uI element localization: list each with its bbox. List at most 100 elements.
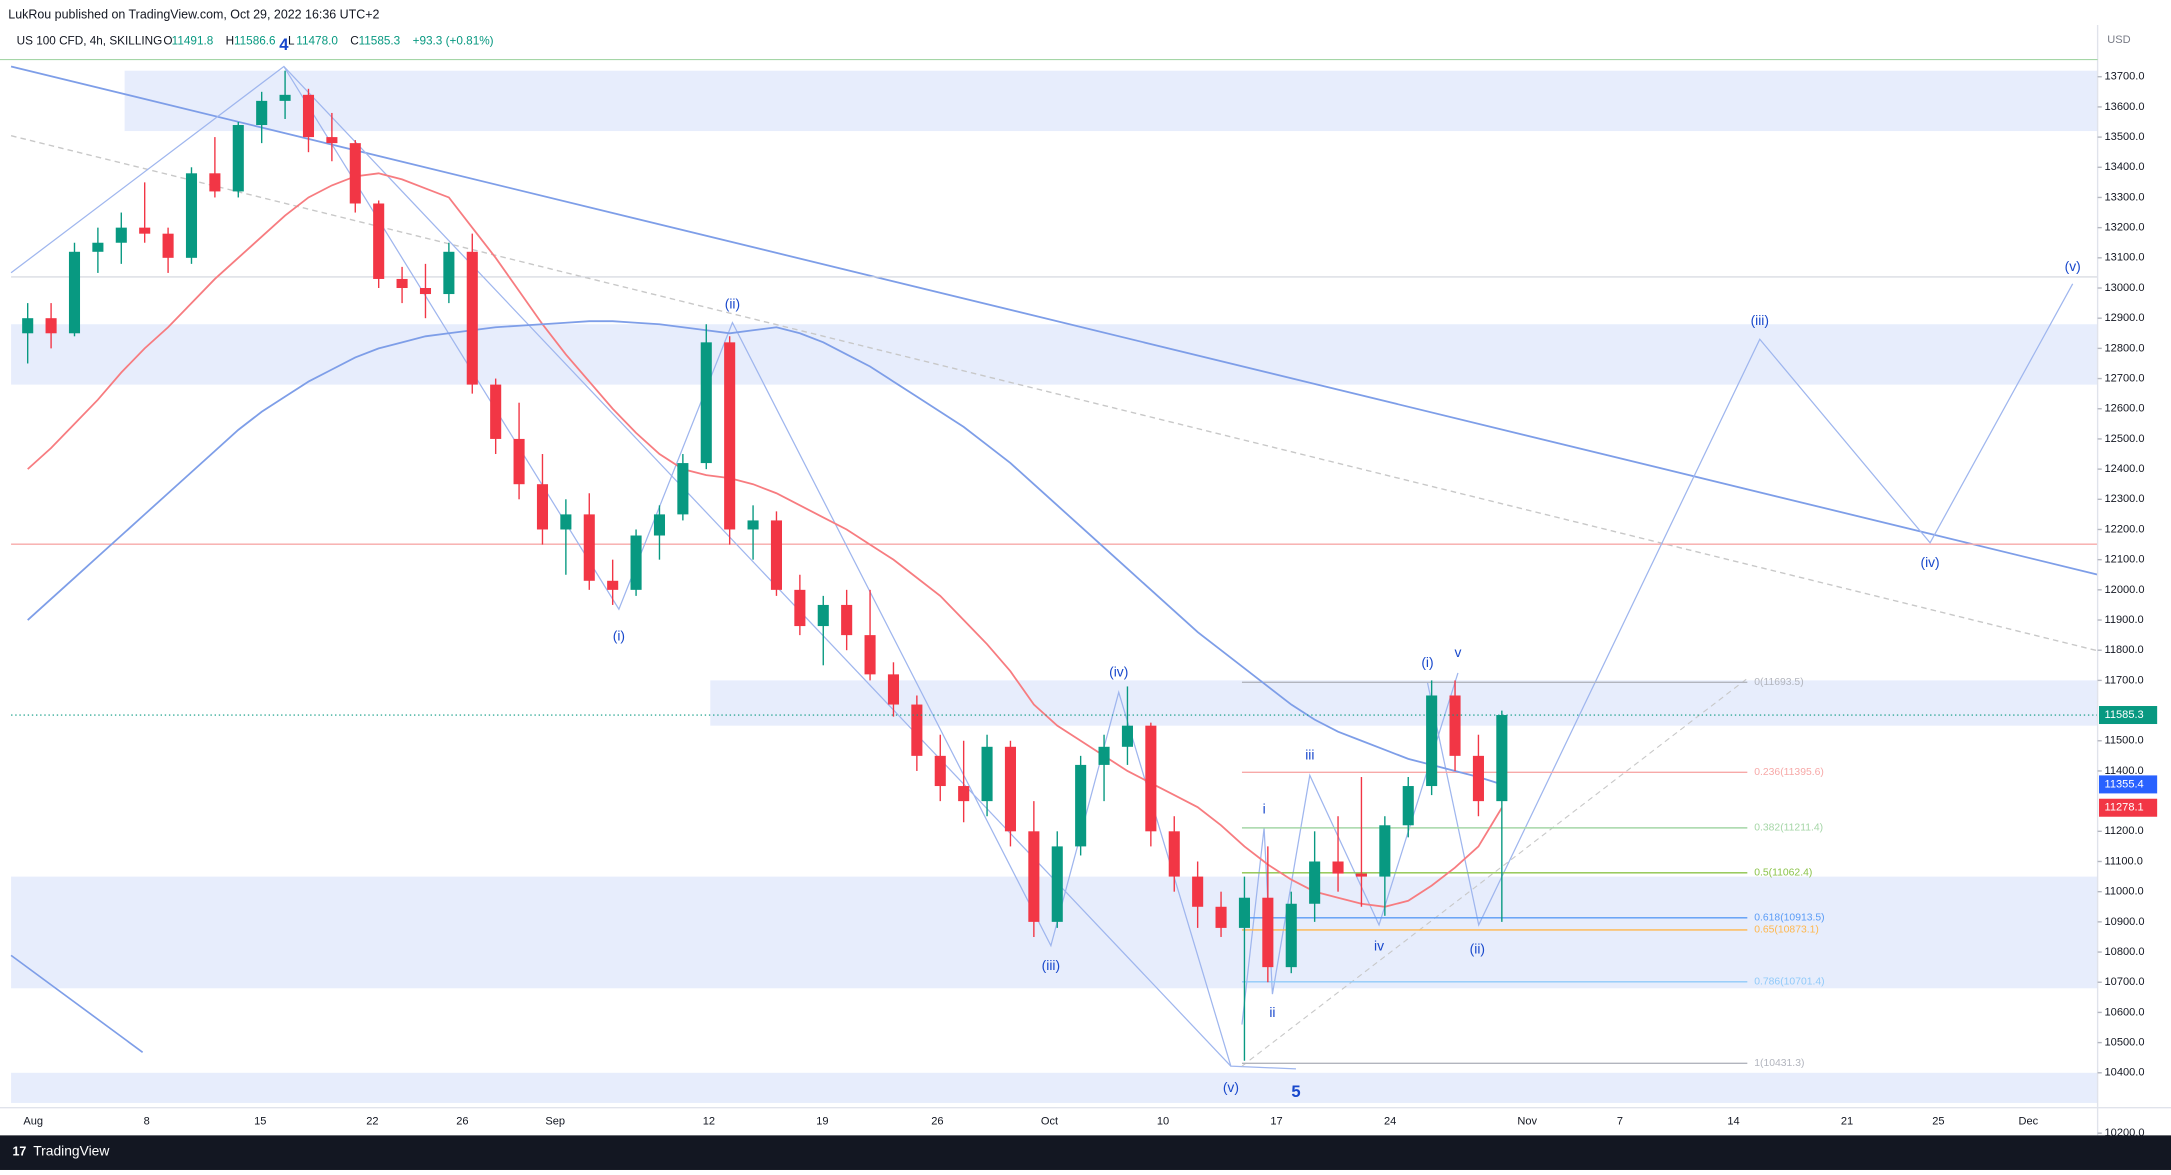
wave-label: (iv) bbox=[1109, 664, 1128, 680]
y-tick-label: 10800.0 bbox=[2105, 946, 2145, 958]
candle-body bbox=[1098, 746, 1110, 765]
candle-body bbox=[536, 484, 549, 530]
candle-body bbox=[1192, 876, 1204, 907]
candle-body bbox=[1145, 725, 1157, 832]
candle-body bbox=[1238, 897, 1250, 928]
quote-text: 11478.0 bbox=[296, 35, 338, 48]
footer bbox=[0, 1135, 2171, 1170]
x-tick-label: 7 bbox=[1617, 1115, 1623, 1127]
candle-body bbox=[1496, 715, 1508, 802]
candle-body bbox=[92, 242, 104, 252]
price-tag bbox=[2099, 775, 2158, 794]
quote-text: 11586.6 bbox=[234, 35, 276, 48]
y-tick-label: 13300.0 bbox=[2105, 191, 2145, 203]
trend-line bbox=[10, 954, 144, 1053]
quote-text: H bbox=[226, 35, 234, 48]
candle-body bbox=[981, 746, 993, 802]
candle-body bbox=[864, 635, 876, 675]
candle-body bbox=[817, 604, 829, 627]
wave-label: 4 bbox=[279, 35, 289, 54]
x-tick-label: 14 bbox=[1727, 1115, 1739, 1127]
candle-body bbox=[443, 251, 455, 295]
y-tick-label: 11000.0 bbox=[2105, 886, 2144, 898]
candle-body bbox=[1472, 755, 1484, 802]
candle-body bbox=[841, 604, 853, 636]
candle-body bbox=[349, 143, 361, 204]
candle-body bbox=[326, 137, 338, 144]
wave-label: (ii) bbox=[725, 295, 740, 311]
y-tick-label: 11100.0 bbox=[2105, 855, 2143, 867]
candle-body bbox=[630, 535, 642, 590]
sub-wave-path bbox=[1241, 672, 1459, 1025]
fib-label: 0.382(11211.4) bbox=[1754, 823, 1823, 834]
brand: TradingView bbox=[33, 1143, 110, 1159]
y-tick-label: 13400.0 bbox=[2105, 161, 2145, 173]
candle-body bbox=[302, 94, 315, 138]
candle-body bbox=[958, 786, 970, 802]
candle-body bbox=[419, 288, 432, 295]
candle-body bbox=[1004, 746, 1016, 832]
quote-text: US 100 CFD, 4h, SKILLING bbox=[17, 35, 163, 48]
x-tick-label: 26 bbox=[456, 1115, 468, 1127]
wave-label: 5 bbox=[1291, 1082, 1300, 1101]
currency: USD bbox=[2107, 34, 2130, 46]
y-tick-label: 11900.0 bbox=[2105, 614, 2144, 626]
candle-body bbox=[677, 463, 689, 515]
candle-body bbox=[1051, 846, 1063, 922]
quote-text: 11585.3 bbox=[359, 35, 401, 48]
candle-body bbox=[396, 278, 408, 289]
zone bbox=[710, 680, 2098, 726]
candle-body bbox=[1332, 861, 1344, 874]
candle-body bbox=[747, 520, 759, 530]
y-tick-label: 10600.0 bbox=[2105, 1006, 2145, 1018]
y-tick-label: 11700.0 bbox=[2105, 674, 2144, 686]
candle-body bbox=[1379, 825, 1391, 877]
y-tick-label: 12200.0 bbox=[2105, 523, 2145, 535]
quote-text: C bbox=[350, 35, 359, 48]
y-tick-label: 10400.0 bbox=[2105, 1067, 2145, 1079]
wave-label: (ii) bbox=[1470, 940, 1485, 956]
fib-label: 0.236(11395.6) bbox=[1754, 767, 1824, 778]
y-tick-label: 13500.0 bbox=[2105, 131, 2145, 143]
candle-body bbox=[794, 589, 806, 627]
y-tick-label: 13200.0 bbox=[2105, 222, 2145, 234]
moving-average bbox=[27, 172, 1503, 908]
x-tick-label: 21 bbox=[1841, 1115, 1853, 1127]
price-tag-label: 11355.4 bbox=[2105, 778, 2144, 790]
zone bbox=[11, 324, 2098, 385]
y-tick-label: 10900.0 bbox=[2105, 916, 2145, 928]
wave-label: (i) bbox=[1421, 654, 1433, 670]
x-tick-label: 22 bbox=[366, 1115, 378, 1127]
x-tick-label: 10 bbox=[1157, 1115, 1169, 1127]
candle-body bbox=[724, 342, 736, 530]
quote-text: L bbox=[288, 35, 295, 48]
candle-body bbox=[653, 514, 666, 536]
y-tick-label: 12600.0 bbox=[2105, 403, 2145, 415]
y-tick-label: 11500.0 bbox=[2105, 735, 2144, 747]
x-tick-label: 19 bbox=[816, 1115, 828, 1127]
candle-body bbox=[1121, 725, 1133, 747]
candle-body bbox=[1449, 695, 1461, 756]
candle-body bbox=[770, 520, 783, 590]
x-tick-label: Nov bbox=[1517, 1115, 1537, 1127]
candle-body bbox=[887, 674, 899, 705]
candle-body bbox=[1285, 903, 1297, 968]
candle-body bbox=[1309, 861, 1321, 904]
x-tick-label: 17 bbox=[1270, 1115, 1282, 1127]
candle-body bbox=[490, 384, 502, 439]
candle-body bbox=[466, 251, 478, 385]
candle-body bbox=[279, 94, 291, 101]
y-tick-label: 10700.0 bbox=[2105, 976, 2145, 988]
candle-body bbox=[1028, 831, 1040, 922]
y-tick-label: 11800.0 bbox=[2105, 644, 2144, 656]
fib-label: 1(10431.3) bbox=[1754, 1058, 1804, 1069]
wave-path bbox=[10, 65, 1296, 1070]
y-tick-label: 11200.0 bbox=[2105, 825, 2144, 837]
y-tick-label: 12300.0 bbox=[2105, 493, 2145, 505]
candle-body bbox=[68, 251, 81, 334]
wave-label: v bbox=[1454, 644, 1461, 660]
x-tick-label: 24 bbox=[1384, 1115, 1396, 1127]
price-axis bbox=[2097, 24, 2171, 1136]
candle-body bbox=[256, 100, 268, 126]
